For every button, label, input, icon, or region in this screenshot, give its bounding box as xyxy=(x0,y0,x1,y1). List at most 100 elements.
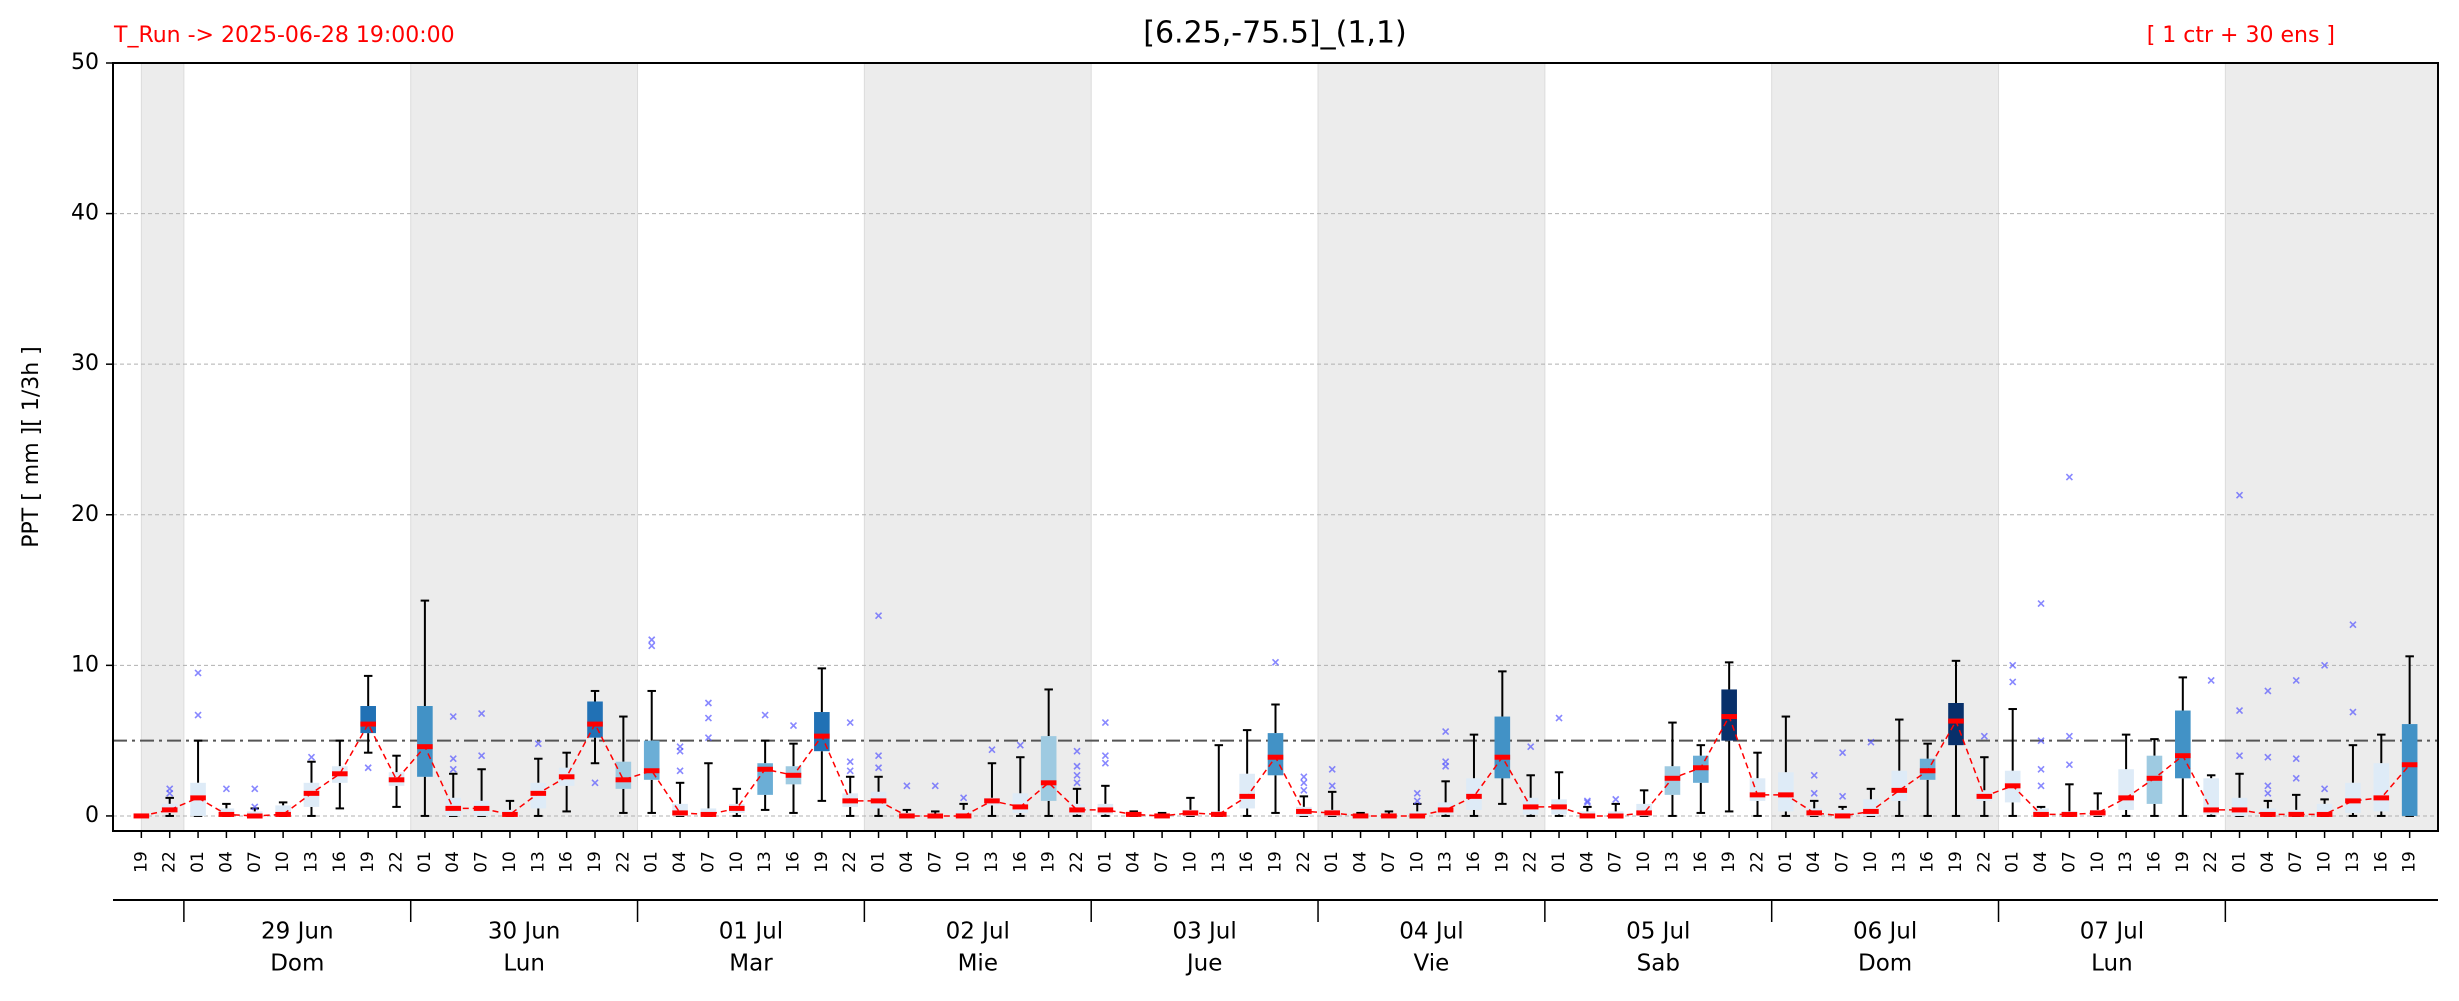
x-tick-label: 01 xyxy=(2230,851,2250,873)
x-tick-label: 04 xyxy=(443,851,463,873)
flier xyxy=(2349,708,2357,716)
flier xyxy=(846,767,854,775)
day-date: 05 Jul xyxy=(1626,919,1690,945)
x-tick-label: 13 xyxy=(301,851,321,873)
box xyxy=(2401,724,2418,816)
flier xyxy=(1442,758,1450,766)
flier xyxy=(591,779,599,787)
flier xyxy=(648,636,656,644)
x-tick-label: 07 xyxy=(2059,851,2079,873)
y-axis-label: PPT [ mm ][ 1/3h ] xyxy=(19,346,44,547)
box xyxy=(1948,703,1964,746)
flier xyxy=(449,755,457,763)
day-date: 03 Jul xyxy=(1172,919,1236,945)
day-date: 01 Jul xyxy=(719,919,783,945)
night-shade xyxy=(140,62,185,832)
x-tick-label: 10 xyxy=(1634,851,1654,873)
box xyxy=(2203,778,2219,815)
x-tick-label: 19 xyxy=(1266,851,1286,873)
flier xyxy=(2065,473,2073,481)
flier xyxy=(2264,687,2272,695)
flier xyxy=(1073,762,1081,770)
flier xyxy=(2264,782,2272,790)
x-tick-label: 22 xyxy=(160,851,180,873)
day-date: 06 Jul xyxy=(1853,919,1917,945)
x-tick-label: 16 xyxy=(1918,851,1938,873)
flier xyxy=(1101,752,1109,760)
flier xyxy=(2292,774,2300,782)
flier xyxy=(1073,747,1081,755)
night-shade xyxy=(2224,62,2439,832)
box xyxy=(2373,763,2390,812)
x-tick-label: 07 xyxy=(245,851,265,873)
y-tick-label: 10 xyxy=(71,652,99,677)
night-shade xyxy=(1317,62,1546,832)
x-tick-label: 10 xyxy=(2315,851,2335,873)
x-tick-label: 01 xyxy=(2003,851,2023,873)
flier xyxy=(2207,676,2215,684)
flier xyxy=(676,743,684,751)
flier xyxy=(874,764,883,772)
x-tick-label: 22 xyxy=(1067,851,1087,873)
flier xyxy=(534,740,542,748)
x-tick-label: 07 xyxy=(1606,851,1626,873)
flier xyxy=(307,753,316,761)
flier xyxy=(1271,658,1280,666)
x-tick-label: 04 xyxy=(1804,851,1824,873)
flier xyxy=(1101,759,1109,767)
flier xyxy=(2235,752,2244,760)
day-weekday: Mie xyxy=(958,951,998,977)
x-tick-label: 07 xyxy=(1379,851,1399,873)
day-date: 07 Jul xyxy=(2080,919,2144,945)
flier xyxy=(2037,765,2045,773)
flier xyxy=(1839,792,1847,800)
box xyxy=(615,761,632,789)
x-tick-label: 07 xyxy=(698,851,718,873)
x-tick-label: 22 xyxy=(1521,851,1541,873)
box xyxy=(955,809,972,816)
x-tick-label: 10 xyxy=(1407,851,1427,873)
box xyxy=(643,740,660,780)
flier xyxy=(2037,600,2045,608)
x-tick-label: 19 xyxy=(1946,851,1966,873)
box xyxy=(1040,736,1057,801)
flier xyxy=(364,764,372,772)
flier xyxy=(1583,797,1591,805)
flier xyxy=(704,734,712,742)
x-tick-label: 19 xyxy=(131,851,151,873)
flier xyxy=(1073,771,1081,779)
x-tick-label: 19 xyxy=(1492,851,1512,873)
x-tick-label: 22 xyxy=(840,851,860,873)
box xyxy=(1749,778,1766,801)
flier xyxy=(1413,797,1421,805)
flier xyxy=(2235,706,2244,715)
flier xyxy=(988,746,996,754)
flier xyxy=(1867,738,1875,746)
flier xyxy=(874,612,883,620)
flier xyxy=(478,752,486,760)
x-tick-label: 07 xyxy=(925,851,945,873)
box xyxy=(587,701,603,738)
x-tick-label: 01 xyxy=(1776,851,1796,873)
flier xyxy=(1555,714,1563,722)
flier xyxy=(761,711,769,719)
x-tick-label: 16 xyxy=(1010,851,1030,873)
box xyxy=(1494,716,1511,779)
day-date: 02 Jul xyxy=(946,919,1010,945)
x-tick-label: 22 xyxy=(387,851,407,873)
x-tick-label: 10 xyxy=(500,851,520,873)
x-tick-label: 04 xyxy=(1124,851,1144,873)
x-tick-label: 01 xyxy=(1549,851,1569,873)
flier xyxy=(1583,798,1591,806)
x-tick-label: 19 xyxy=(812,851,832,873)
x-tick-label: 16 xyxy=(2144,851,2164,873)
x-tick-label: 19 xyxy=(1039,851,1059,873)
x-tick-label: 01 xyxy=(869,851,889,873)
flier xyxy=(251,803,259,811)
day-date: 04 Jul xyxy=(1399,919,1463,945)
box xyxy=(275,805,291,816)
x-tick-label: 07 xyxy=(1833,851,1853,873)
x-tick-label: 04 xyxy=(1577,851,1597,873)
x-tick-label: 04 xyxy=(2258,851,2278,873)
day-date: 30 Jun xyxy=(488,919,561,945)
